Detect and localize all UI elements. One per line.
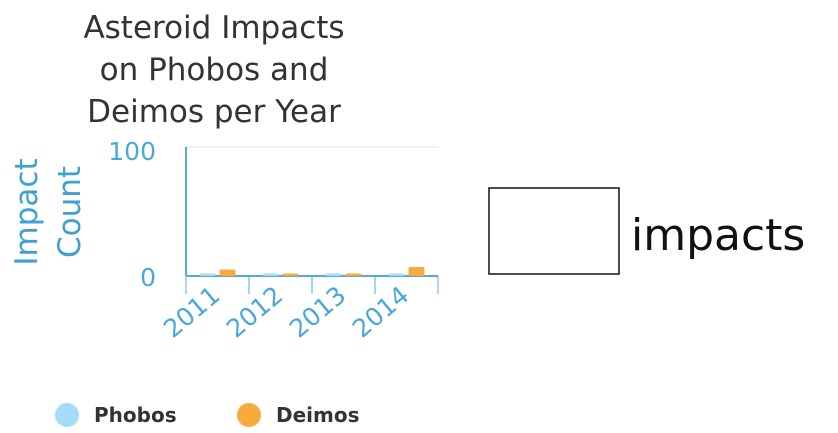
x-axis-ticks: [185, 276, 439, 294]
legend-label-phobos: Phobos: [94, 403, 177, 427]
chart-title-line-2: on Phobos and: [100, 52, 329, 88]
x-tick-label-2014: 2014: [347, 280, 414, 343]
bar-deimos-2012[interactable]: [282, 273, 299, 277]
chart-title: Asteroid Impacts on Phobos and Deimos pe…: [83, 10, 344, 130]
y-axis-title-line-1: Impact: [9, 158, 45, 265]
bar-deimos-2011[interactable]: [219, 269, 236, 276]
impacts-input-box[interactable]: [488, 187, 620, 275]
bar-phobos-2011[interactable]: [199, 273, 216, 277]
legend-swatch-phobos: [55, 403, 79, 427]
x-tick-label-2011: 2011: [158, 280, 225, 343]
chart-bars: [199, 266, 425, 277]
legend-label-deimos: Deimos: [276, 403, 360, 427]
impacts-unit-label: impacts: [631, 210, 805, 261]
y-tick-labels: 100 0: [108, 137, 156, 292]
legend-item-deimos[interactable]: Deimos: [237, 403, 360, 427]
bar-deimos-2014[interactable]: [408, 266, 425, 276]
chart-title-line-3: Deimos per Year: [87, 94, 341, 130]
bar-phobos-2012[interactable]: [262, 273, 279, 277]
y-tick-label-min: 0: [140, 263, 156, 292]
y-axis-title-line-2: Count: [52, 166, 88, 258]
x-tick-label-2013: 2013: [284, 280, 351, 343]
y-tick-label-max: 100: [108, 137, 156, 166]
y-axis-title: Impact Count: [9, 158, 88, 265]
legend-item-phobos[interactable]: Phobos: [55, 403, 177, 427]
bar-phobos-2013[interactable]: [325, 273, 342, 277]
bar-phobos-2014[interactable]: [388, 273, 405, 277]
bar-deimos-2013[interactable]: [345, 273, 362, 277]
legend: Phobos Deimos: [55, 403, 360, 427]
chart-title-line-1: Asteroid Impacts: [83, 10, 344, 46]
x-tick-label-2012: 2012: [221, 280, 288, 343]
legend-swatch-deimos: [237, 403, 261, 427]
